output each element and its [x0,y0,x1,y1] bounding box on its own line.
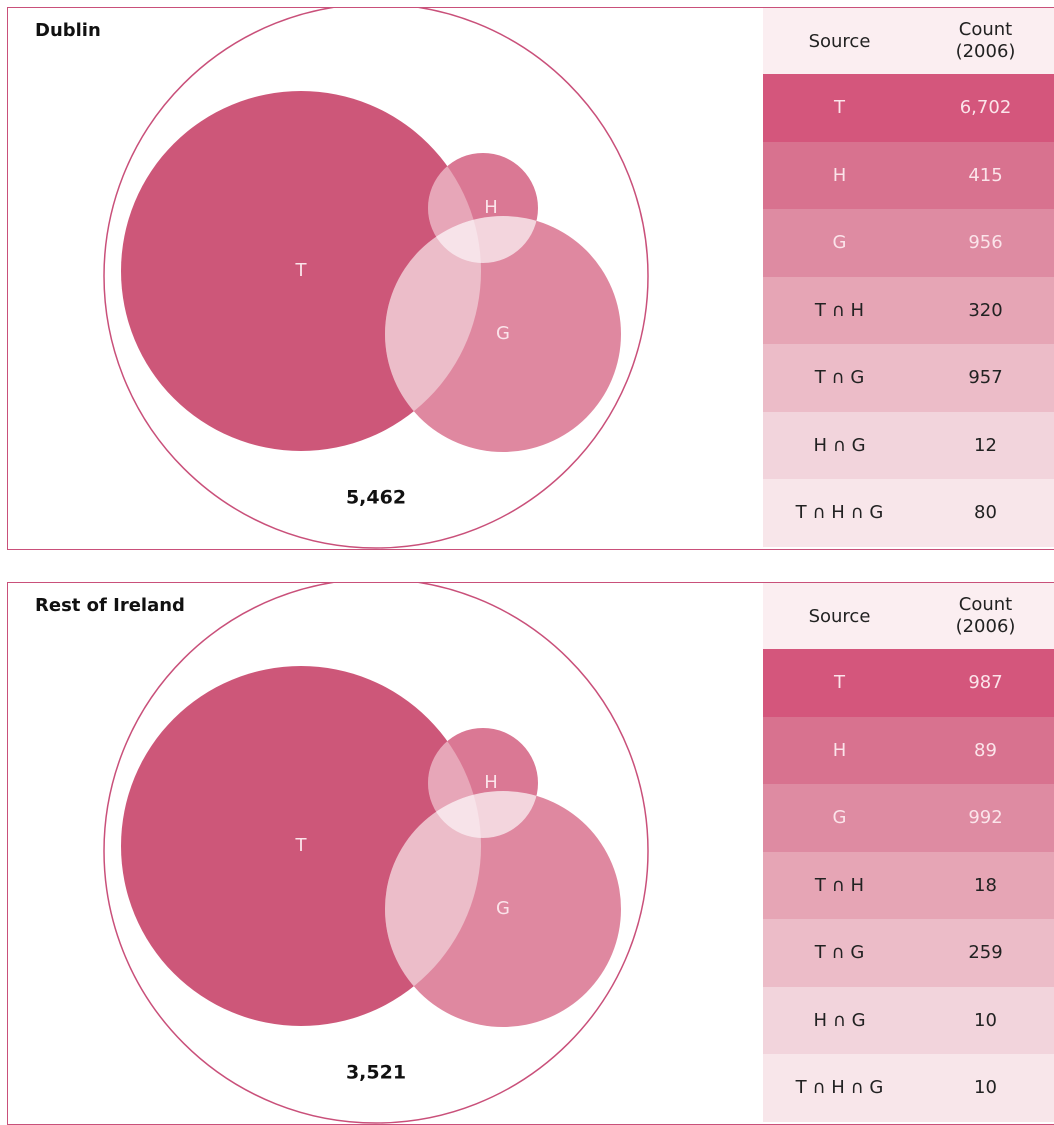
panel: T H G 3,521 Rest of Ireland Source Count (2006… [7,582,1054,1125]
source-cell: T ∩ G [814,942,865,964]
count-cell: 18 [974,874,997,896]
overlap-group [428,791,481,838]
table-row: T ∩ H 18 [763,851,1054,919]
table: Source Count (2006) T 987 H 89 G 992 T ∩ H 18 T ∩ … [763,583,1054,1122]
source-cell: H [832,164,847,186]
table-row: H 415 [763,141,1054,209]
outer-circle [103,583,649,1124]
venn-label: H [484,772,498,793]
header-cell-wrap: Count (2006) [916,19,1054,63]
count-cell: 12 [974,434,997,456]
count-cell: 10 [974,1077,997,1099]
table-header: Source Count (2006) [763,583,1054,649]
source-cell: T ∩ H ∩ G [795,1077,884,1099]
venn-label: G [496,323,510,344]
venn-total: 3,521 [346,1062,406,1084]
venn-total: 5,462 [346,487,406,509]
header-cell: Count (2006) [955,594,1016,637]
panel: T H G 5,462 Dublin Source Count (2006) T 6,702 H 4… [7,7,1054,550]
count-cell: 6,702 [959,97,1012,119]
source-cell: G [832,807,847,829]
panel-title: Rest of Ireland [35,595,185,616]
table-row: T ∩ G 957 [763,344,1054,412]
table-row: H ∩ G 10 [763,986,1054,1054]
source-cell: T ∩ H [814,299,865,321]
table-row: T ∩ H 320 [763,276,1054,344]
table-row: G 956 [763,209,1054,277]
source-cell: T [834,672,845,694]
venn-diagram: T H G 5,462 [103,8,649,549]
venn-label: T [295,260,308,281]
table: Source Count (2006) T 6,702 H 415 G 956 T ∩ H 320… [763,8,1054,547]
overlap-thg [428,791,481,838]
source-cell: T ∩ G [814,367,865,389]
table-row: T 987 [763,649,1054,717]
header-cell-wrap: Count (2006) [916,594,1054,638]
count-cell: 956 [968,232,1003,254]
source-cell: H ∩ G [813,434,866,456]
venn-label: T [295,835,308,856]
table-row: H ∩ G 12 [763,411,1054,479]
header-cell: Source [808,30,871,52]
header-cell: Count (2006) [955,19,1016,62]
table-row: G 992 [763,784,1054,852]
header-cell: Source [808,605,871,627]
table-row: T ∩ H ∩ G 80 [763,479,1054,547]
count-cell: 957 [968,367,1003,389]
overlap-group [428,216,481,263]
count-cell: 10 [974,1009,997,1031]
count-cell: 992 [968,807,1003,829]
venn-diagram: T H G 3,521 [103,583,649,1124]
table-header: Source Count (2006) [763,8,1054,74]
venn-label: G [496,898,510,919]
source-cell: H [832,739,847,761]
count-cell: 415 [968,164,1003,186]
source-cell: T ∩ H ∩ G [795,502,884,524]
count-cell: 80 [974,502,997,524]
table-row: T 6,702 [763,74,1054,142]
source-cell: G [832,232,847,254]
venn-label: H [484,197,498,218]
count-cell: 259 [968,942,1003,964]
source-cell: T ∩ H [814,874,865,896]
source-cell: H ∩ G [813,1009,866,1031]
count-cell: 89 [974,739,997,761]
count-cell: 987 [968,672,1003,694]
outer-circle [103,8,649,549]
table-row: T ∩ H ∩ G 10 [763,1054,1054,1122]
table-row: T ∩ G 259 [763,919,1054,987]
panel-title: Dublin [35,20,101,41]
source-cell: T [834,97,845,119]
table-row: H 89 [763,716,1054,784]
overlap-thg [428,216,481,263]
count-cell: 320 [968,299,1003,321]
